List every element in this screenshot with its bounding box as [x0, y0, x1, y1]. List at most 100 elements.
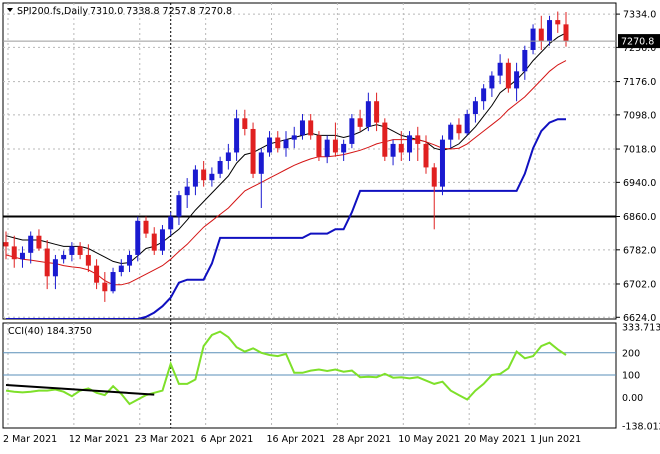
price-axis: 7334.0 7256.0 7176.0 7098.0 7018.0 6940.0 6860…	[616, 10, 656, 324]
candle-body	[250, 128, 256, 174]
candle	[349, 114, 355, 149]
date-label: 28 Apr 2021	[332, 434, 391, 445]
candle-body	[332, 139, 338, 153]
candle	[234, 109, 240, 161]
candle	[530, 24, 536, 55]
candle-body	[431, 167, 437, 187]
candle	[407, 131, 413, 161]
candle-body	[135, 220, 141, 255]
candle-body	[77, 246, 83, 255]
candle-body	[234, 118, 240, 153]
candle	[431, 163, 437, 230]
candle-body	[398, 143, 404, 153]
cci-tick-label: 333.7135	[622, 323, 660, 334]
candle-body	[209, 173, 215, 181]
candle-body	[11, 246, 17, 260]
date-label: 23 Mar 2021	[135, 434, 195, 445]
candle-body	[28, 235, 34, 253]
candle-body	[267, 137, 273, 153]
candle-body	[481, 88, 487, 102]
candle	[439, 135, 445, 196]
candle	[291, 126, 297, 149]
price-tick-label: 6624.0	[623, 313, 656, 324]
candle-body	[258, 152, 264, 174]
candle	[69, 242, 75, 262]
candle	[324, 135, 330, 164]
chart-symbol: SPI200.fs,Daily	[17, 6, 88, 17]
candle	[11, 235, 17, 268]
candle-body	[555, 20, 561, 25]
candle-body	[464, 114, 470, 134]
candle	[217, 156, 223, 179]
candle-body	[365, 101, 371, 127]
candle-body	[217, 161, 223, 174]
date-label: 16 Apr 2021	[267, 434, 326, 445]
candle-body	[184, 186, 190, 196]
price-tick-label: 7256.0	[623, 43, 656, 54]
candle	[143, 216, 149, 238]
candle	[555, 11, 561, 33]
candle-body	[192, 169, 198, 187]
price-tick-label: 7018.0	[623, 145, 656, 156]
candle	[209, 167, 215, 187]
candle	[94, 259, 100, 290]
candle-body	[44, 248, 50, 277]
cci-tick-label: 0.00	[622, 393, 643, 404]
date-label: 2 Mar 2021	[3, 434, 57, 445]
candle	[151, 227, 157, 255]
candle	[497, 54, 503, 85]
candle	[283, 131, 289, 157]
candle	[390, 139, 396, 166]
candle-body	[69, 246, 75, 255]
candle	[127, 250, 133, 273]
current-price-tag: 7270.8	[3, 34, 660, 49]
candle	[415, 126, 421, 161]
candle-body	[151, 233, 157, 251]
candle-body	[308, 120, 314, 136]
candle-body	[489, 75, 495, 89]
candle	[456, 118, 462, 140]
date-label: 20 May 2021	[464, 434, 526, 445]
cci-trendline	[5, 384, 155, 396]
candle	[275, 131, 281, 153]
candle-body	[242, 118, 248, 129]
candle	[110, 267, 116, 294]
candle-body	[563, 24, 569, 42]
candle-body	[538, 28, 544, 42]
candle-body	[52, 259, 58, 277]
candle	[365, 92, 371, 132]
candle-body	[159, 229, 165, 251]
date-label: 10 May 2021	[398, 434, 460, 445]
candle-body	[448, 124, 454, 140]
candle-body	[291, 135, 297, 140]
candle	[308, 114, 314, 140]
candle	[135, 216, 141, 262]
candle	[184, 178, 190, 208]
candle-body	[176, 195, 182, 217]
candle-body	[423, 143, 429, 168]
cci-lines	[5, 330, 567, 406]
candle	[192, 165, 198, 196]
candle	[250, 122, 256, 179]
candle	[176, 190, 182, 226]
candle-body	[94, 265, 100, 283]
cci-tick-label: 100	[622, 371, 640, 382]
candle-body	[382, 122, 388, 157]
candle	[522, 45, 528, 80]
candle-body	[439, 139, 445, 187]
candle-body	[283, 139, 289, 149]
candle	[258, 148, 264, 208]
candle	[357, 109, 363, 132]
cci-axis: 333.7135 200 100 0.00 -138.0124	[622, 323, 660, 433]
candle-body	[168, 216, 174, 230]
candle-body	[316, 135, 322, 157]
dropdown-triangle-icon[interactable]	[7, 8, 13, 12]
candle-body	[407, 135, 413, 153]
candle-body	[522, 49, 528, 72]
candle	[61, 250, 67, 264]
candle-body	[472, 101, 478, 115]
candle	[514, 62, 520, 102]
candle-body	[110, 272, 116, 292]
candle	[472, 96, 478, 123]
